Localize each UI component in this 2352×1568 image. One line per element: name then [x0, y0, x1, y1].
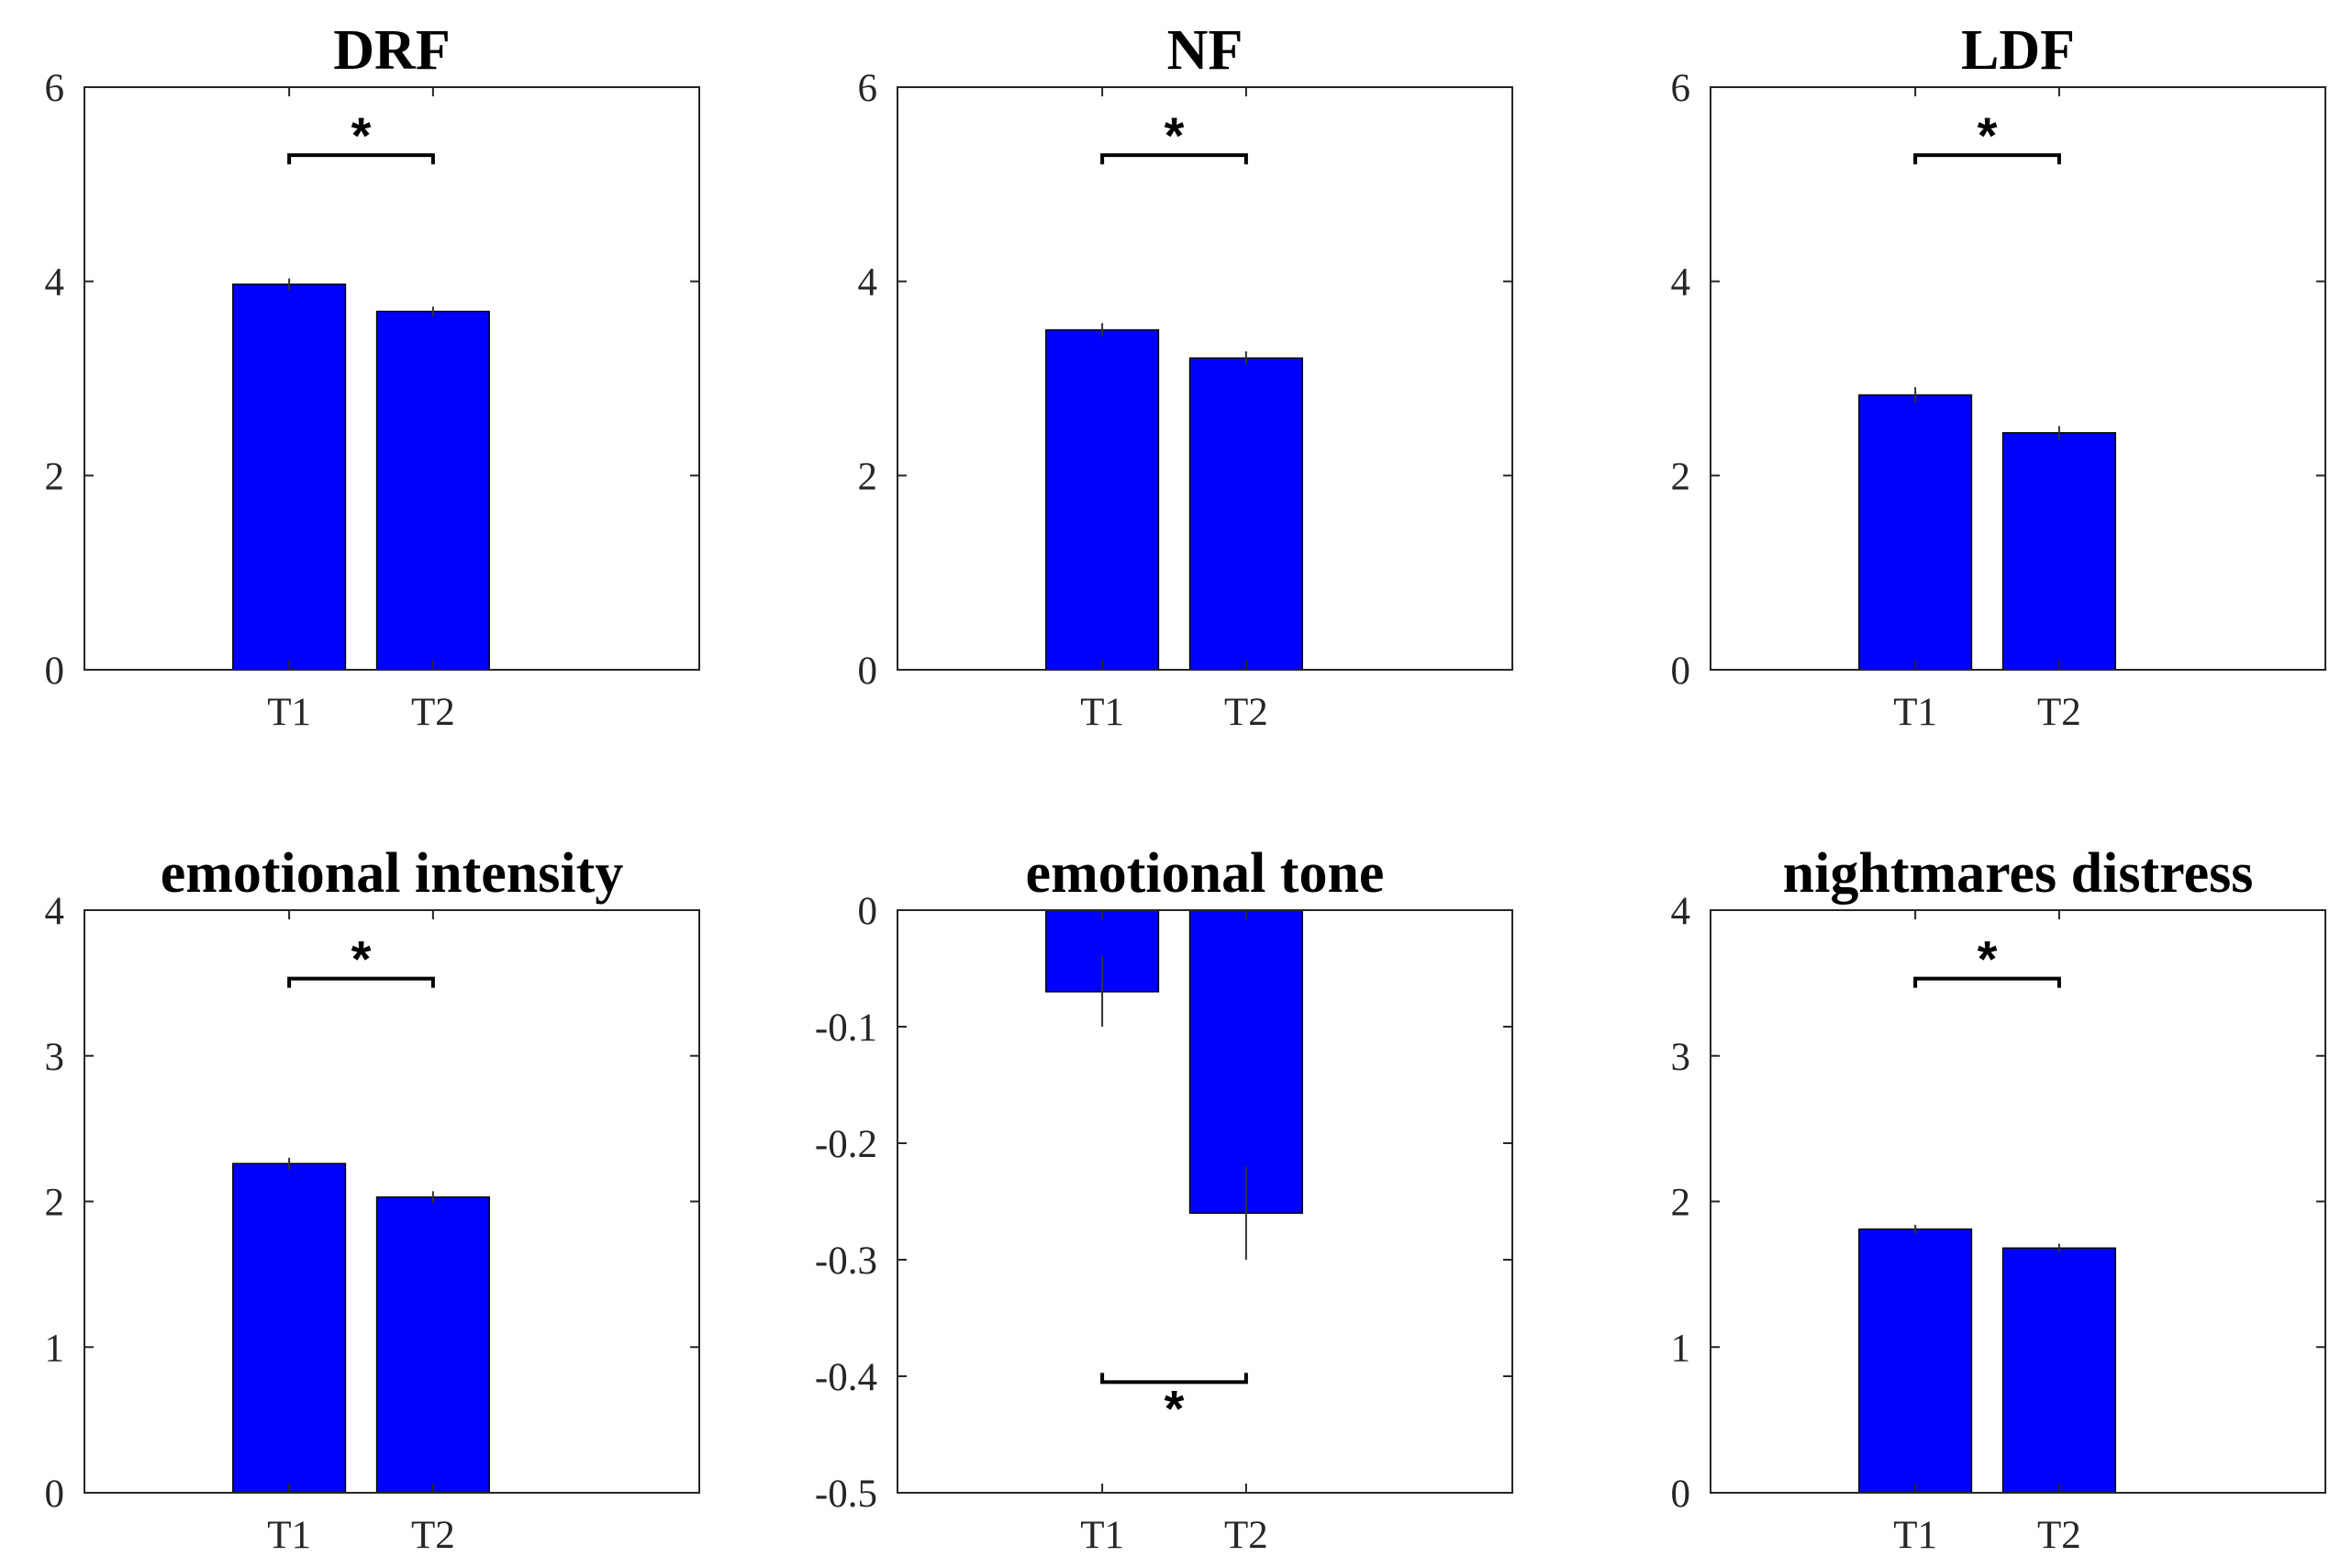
- y-tick-label: 6: [1671, 67, 1691, 110]
- x-tick-label-t2: T2: [411, 691, 455, 734]
- y-tick-label: 2: [1671, 455, 1691, 498]
- significance-star: *: [1165, 1379, 1185, 1437]
- panel-title: LDF: [1961, 19, 2075, 82]
- y-tick-label: 0: [45, 1473, 65, 1516]
- significance-bracket: [287, 976, 435, 988]
- y-tick-label: 0: [45, 650, 65, 693]
- y-tick-label: 0: [858, 890, 878, 933]
- y-tick-label: 4: [858, 261, 878, 305]
- x-tick-label-t1: T1: [1893, 1514, 1937, 1557]
- panel-title: NF: [1167, 19, 1243, 82]
- panel-title: nightmares distress: [1783, 842, 2254, 905]
- bar-t1: [1045, 328, 1160, 671]
- significance-star: *: [351, 930, 372, 988]
- x-tick-label-t2: T2: [1224, 1514, 1268, 1557]
- bar-t2: [1188, 357, 1303, 671]
- y-tick-label: 2: [1671, 1182, 1691, 1225]
- y-tick-label: -0.3: [815, 1240, 877, 1283]
- significance-star: *: [351, 106, 372, 164]
- axes-frame: [84, 86, 700, 671]
- y-tick-label: 0: [1671, 650, 1691, 693]
- significance-star: *: [1978, 930, 1998, 988]
- y-tick-label: 0: [858, 650, 878, 693]
- x-tick-label-t2: T2: [411, 1514, 455, 1557]
- axes-frame: [897, 86, 1513, 671]
- x-tick-label-t1: T1: [267, 691, 311, 734]
- y-tick-label: 4: [45, 261, 65, 305]
- y-tick-label: 3: [1671, 1036, 1691, 1079]
- x-tick-label-t1: T1: [267, 1514, 311, 1557]
- y-tick-label: 1: [1671, 1327, 1691, 1370]
- significance-star: *: [1165, 106, 1185, 164]
- y-tick-label: 4: [1671, 890, 1691, 933]
- y-tick-label: 2: [45, 455, 65, 498]
- chart-panel-2: NF 0 2 4 6 T1 T2 *: [858, 19, 1513, 734]
- bar-t2: [1188, 909, 1303, 1214]
- panel-title: emotional tone: [1026, 842, 1385, 905]
- bar-t1: [1858, 394, 1973, 671]
- panel-title: DRF: [333, 19, 450, 82]
- y-tick-label: 1: [45, 1327, 65, 1370]
- significance-bracket: [1913, 153, 2061, 165]
- bar-t2: [2001, 432, 2116, 671]
- x-tick-label-t1: T1: [1080, 691, 1124, 734]
- significance-bracket: [287, 153, 435, 165]
- bar-t2: [375, 310, 490, 671]
- y-tick-label: 6: [858, 67, 878, 110]
- significance-bracket: [1913, 976, 2061, 988]
- x-tick-label-t2: T2: [1224, 691, 1268, 734]
- axes-frame: [897, 909, 1513, 1494]
- x-tick-label-t2: T2: [2037, 691, 2081, 734]
- y-tick-label: 2: [45, 1182, 65, 1225]
- significance-bracket: [1100, 1373, 1248, 1385]
- bar-t2: [375, 1195, 490, 1494]
- y-tick-label: 2: [858, 455, 878, 498]
- y-tick-label: 6: [45, 67, 65, 110]
- y-tick-label: -0.1: [815, 1006, 877, 1050]
- x-tick-label-t1: T1: [1080, 1514, 1124, 1557]
- chart-panel-4: emotional intensity 0 1 2 3 4 T1 T2 *: [45, 842, 700, 1557]
- y-tick-label: 4: [45, 890, 65, 933]
- bar-t2: [2001, 1247, 2116, 1494]
- chart-panel-6: nightmares distress 0 1 2 3 4 T1 T2 *: [1671, 842, 2326, 1557]
- y-tick-label: -0.2: [815, 1123, 877, 1166]
- significance-star: *: [1978, 106, 1998, 164]
- chart-panel-3: LDF 0 2 4 6 T1 T2 *: [1671, 19, 2326, 734]
- significance-bracket: [1100, 153, 1248, 165]
- x-tick-label-t1: T1: [1893, 691, 1937, 734]
- y-tick-label: 3: [45, 1036, 65, 1079]
- y-tick-label: 4: [1671, 261, 1691, 305]
- panel-title: emotional intensity: [161, 842, 624, 905]
- axes-frame: [1710, 86, 2326, 671]
- bar-t1: [232, 284, 347, 671]
- y-tick-label: -0.4: [815, 1356, 877, 1399]
- chart-panel-5: emotional tone -0.5 -0.4 -0.3 -0.2 -0.1 0 T1 T2 *: [815, 842, 1513, 1557]
- y-tick-label: -0.5: [815, 1473, 877, 1516]
- bar-t1: [1858, 1228, 1973, 1494]
- y-tick-label: 0: [1671, 1473, 1691, 1516]
- chart-panel-1: DRF 0 2 4 6 T1 T2 *: [45, 19, 700, 734]
- x-tick-label-t2: T2: [2037, 1514, 2081, 1557]
- bar-t1: [232, 1162, 347, 1494]
